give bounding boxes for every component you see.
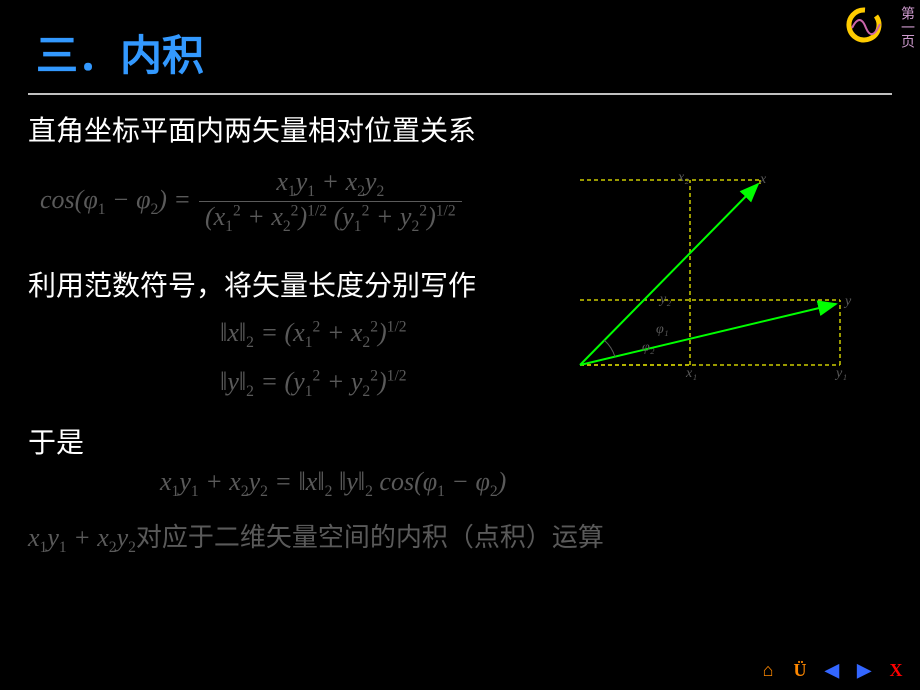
dot-product-formula: x1y1 + x2y2 = ‖x‖2 ‖y‖2 cos(φ1 − φ2) xyxy=(160,467,920,501)
diagram-label-y2: y₂ xyxy=(660,292,671,308)
subtitle: 直角坐标平面内两矢量相对位置关系 xyxy=(0,109,920,149)
logo-icon xyxy=(846,6,884,49)
nav-up-button[interactable]: Ü xyxy=(786,658,814,682)
diagram-label-y: y xyxy=(845,294,851,310)
vector-diagram: x x₂ y y₂ x₁ y₁ φ₁ φ₂ xyxy=(560,170,860,390)
nav-bar: ⌂ Ü ◀ ▶ X xyxy=(754,658,910,682)
diagram-label-phi2: φ₂ xyxy=(642,340,655,356)
page-label: 第一页 xyxy=(896,6,916,48)
diagram-label-x: x xyxy=(760,172,766,188)
nav-exit-button[interactable]: X xyxy=(882,658,910,682)
diagram-label-x1: x₁ xyxy=(686,366,697,382)
diagram-label-y1: y₁ xyxy=(836,366,847,382)
title-divider xyxy=(28,93,892,95)
therefore-text: 于是 xyxy=(0,421,920,461)
diagram-label-x2: x₂ xyxy=(678,170,689,186)
nav-home-button[interactable]: ⌂ xyxy=(754,658,782,682)
section-title: 三．内积 xyxy=(0,0,920,83)
nav-prev-button[interactable]: ◀ xyxy=(818,658,846,682)
diagram-label-phi1: φ₁ xyxy=(656,322,669,338)
nav-next-button[interactable]: ▶ xyxy=(850,658,878,682)
footer-text: x1y1 + x2y2对应于二维矢量空间的内积（点积）运算 xyxy=(28,517,920,557)
